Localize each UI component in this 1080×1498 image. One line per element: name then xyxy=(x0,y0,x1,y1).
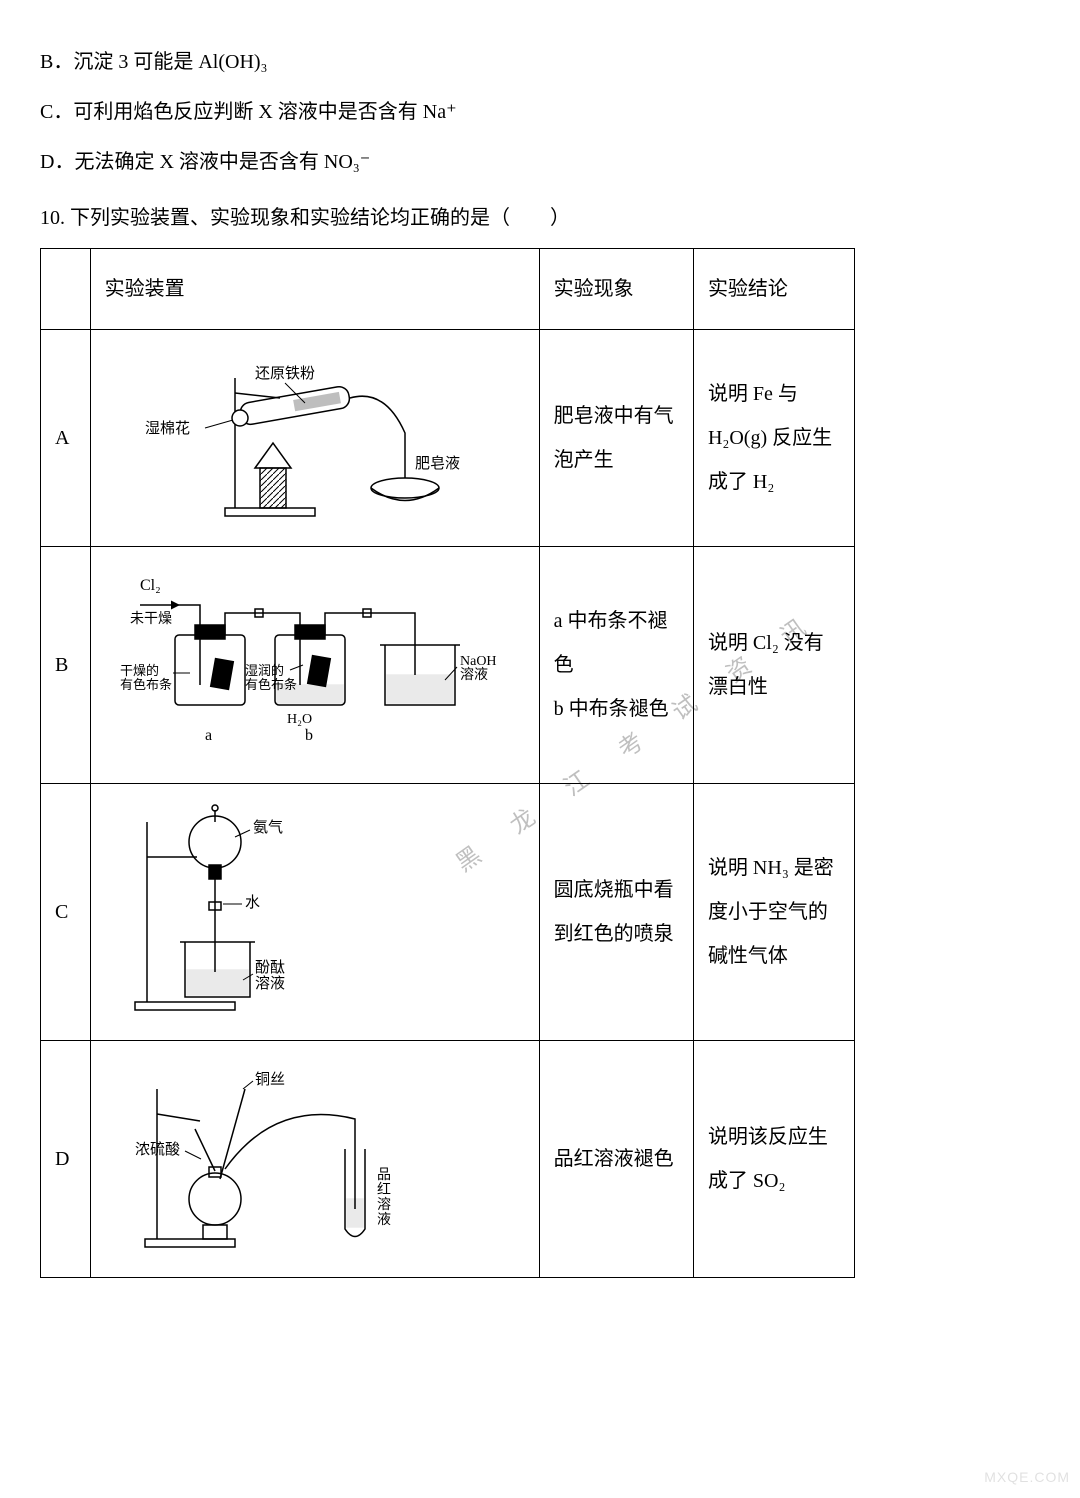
option-c: C．可利用焰色反应判断 X 溶液中是否含有 Na⁺ xyxy=(40,94,1050,130)
conclusion-c: 说明 NH₃ 是密度小于空气的碱性气体 xyxy=(693,784,854,1041)
svg-text:干燥的有色布条: 干燥的有色布条 xyxy=(120,663,172,692)
corner-watermark: MXQE.COM xyxy=(984,1465,1070,1490)
apparatus-a: 还原铁粉 湿棉花 肥皂液 xyxy=(90,330,539,547)
table-row: C xyxy=(41,784,855,1041)
phenomenon-b: a 中布条不褪色 b 中布条褪色 xyxy=(539,547,693,784)
svg-text:水: 水 xyxy=(245,894,260,911)
conclusion-b: 说明 Cl₂ 没有漂白性 xyxy=(693,547,854,784)
diagram-c-icon: 氨气 水 酚酞溶液 xyxy=(105,802,365,1022)
header-blank xyxy=(41,249,91,330)
table-row: A xyxy=(41,330,855,547)
svg-text:a: a xyxy=(205,727,212,744)
svg-text:湿润的有色布条: 湿润的有色布条 xyxy=(245,663,297,692)
diagram-d-icon: 铜丝 浓硫酸 品红溶液 xyxy=(105,1059,465,1259)
svg-text:浓硫酸: 浓硫酸 xyxy=(135,1141,180,1158)
table-row: D xyxy=(41,1041,855,1278)
svg-text:品红溶液: 品红溶液 xyxy=(377,1168,391,1228)
svg-text:NaOH溶液: NaOH溶液 xyxy=(460,654,497,683)
experiments-table: 实验装置 实验现象 实验结论 A xyxy=(40,248,855,1278)
svg-text:肥皂液: 肥皂液 xyxy=(415,455,460,472)
table-header-row: 实验装置 实验现象 实验结论 xyxy=(41,249,855,330)
option-d: D．无法确定 X 溶液中是否含有 NO₃⁻ xyxy=(40,144,1050,180)
row-label-c: C xyxy=(41,784,91,1041)
svg-text:H₂O: H₂O xyxy=(287,712,312,727)
svg-text:b: b xyxy=(305,727,313,744)
phenomenon-a: 肥皂液中有气泡产生 xyxy=(539,330,693,547)
svg-text:还原铁粉: 还原铁粉 xyxy=(255,365,315,382)
svg-text:酚酞溶液: 酚酞溶液 xyxy=(255,959,285,992)
svg-text:氨气: 氨气 xyxy=(253,819,283,836)
diagram-b-icon: Cl₂ 未干燥 干燥的有色布条 湿润的有色布条 H₂O NaOH溶液 a b xyxy=(105,565,525,765)
header-conclusion: 实验结论 xyxy=(693,249,854,330)
table-row: B xyxy=(41,547,855,784)
conclusion-a: 说明 Fe 与 H₂O(g) 反应生成了 H₂ xyxy=(693,330,854,547)
apparatus-c: 氨气 水 酚酞溶液 xyxy=(90,784,539,1041)
diagram-a-icon: 还原铁粉 湿棉花 肥皂液 xyxy=(105,348,505,528)
apparatus-b: Cl₂ 未干燥 干燥的有色布条 湿润的有色布条 H₂O NaOH溶液 a b xyxy=(90,547,539,784)
svg-text:铜丝: 铜丝 xyxy=(255,1071,285,1088)
header-phenomenon: 实验现象 xyxy=(539,249,693,330)
conclusion-d: 说明该反应生成了 SO₂ xyxy=(693,1041,854,1278)
svg-text:Cl₂: Cl₂ xyxy=(140,577,161,594)
question-10: 10. 下列实验装置、实验现象和实验结论均正确的是（ ） xyxy=(40,200,1050,236)
row-label-d: D xyxy=(41,1041,91,1278)
svg-text:湿棉花: 湿棉花 xyxy=(145,420,190,437)
phenomenon-d: 品红溶液褪色 xyxy=(539,1041,693,1278)
row-label-b: B xyxy=(41,547,91,784)
apparatus-d: 铜丝 浓硫酸 品红溶液 xyxy=(90,1041,539,1278)
option-b: B．沉淀 3 可能是 Al(OH)₃ xyxy=(40,44,1050,80)
phenomenon-c: 圆底烧瓶中看到红色的喷泉 xyxy=(539,784,693,1041)
header-apparatus: 实验装置 xyxy=(90,249,539,330)
svg-text:未干燥: 未干燥 xyxy=(130,611,172,627)
row-label-a: A xyxy=(41,330,91,547)
